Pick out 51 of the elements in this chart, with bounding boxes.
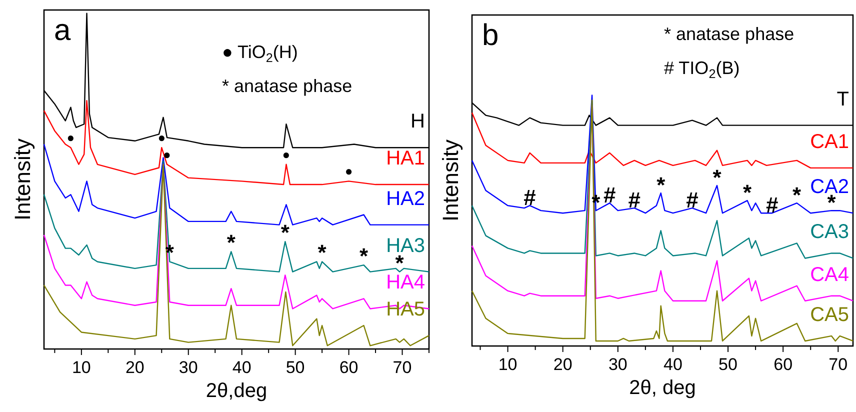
annotation: # — [604, 182, 616, 208]
annotation: * — [743, 180, 752, 206]
text: # TIO$_{2}$(B) — [664, 58, 740, 82]
x-tick-label: 70 — [392, 358, 412, 377]
series-label: CA3 — [810, 221, 849, 244]
annotation: * — [359, 244, 368, 269]
x-tick-label: 30 — [608, 355, 628, 374]
x-tick-label: 60 — [774, 355, 793, 374]
series-label: CA4 — [810, 264, 849, 286]
annotation: * anatase phase — [222, 76, 352, 96]
annotation: * — [656, 172, 666, 198]
x-tick-label: 30 — [178, 358, 198, 377]
annotation: # — [686, 188, 698, 213]
annotation: # — [766, 192, 778, 218]
annotation: ● — [344, 164, 353, 179]
chart-title: a — [54, 14, 71, 47]
annotation: # — [628, 188, 641, 213]
y-axis-title: Intensity — [10, 138, 35, 220]
x-tick-label: 60 — [339, 358, 358, 377]
series-label: H — [410, 110, 425, 133]
x-axis-title: 2θ,deg — [206, 380, 268, 402]
text: * anatase phase — [664, 24, 794, 44]
x-tick-label: 40 — [664, 355, 682, 374]
annotation: * — [712, 165, 722, 190]
annotation: * — [318, 240, 327, 266]
y-axis-title: Intensity — [438, 140, 463, 222]
x-tick-label: 20 — [125, 358, 144, 377]
annotation: ● TiO$_{2}$(H) — [222, 42, 298, 66]
annotation: * — [280, 220, 290, 246]
series-label: HA4 — [386, 272, 425, 294]
series-label: T — [836, 88, 849, 110]
series-label: CA1 — [810, 130, 849, 153]
annotation: # — [524, 185, 536, 210]
series-label: HA1 — [386, 148, 425, 170]
x-tick-label: 50 — [286, 358, 305, 377]
annotation: ● — [66, 130, 75, 146]
x-tick-label: 10 — [72, 358, 91, 377]
series-label: HA2 — [386, 188, 425, 210]
x-axis-title: 2θ, deg — [629, 377, 696, 399]
x-tick-label: 70 — [828, 355, 848, 374]
series-label: CA5 — [810, 304, 849, 326]
x-tick-label: 50 — [718, 355, 738, 374]
annotation: * — [792, 182, 802, 208]
x-tick-label: 20 — [553, 355, 572, 374]
x-tick-label: 40 — [232, 358, 252, 377]
x-tick-label: 10 — [498, 355, 518, 374]
annotation: ● — [163, 146, 171, 162]
annotation: * — [226, 230, 236, 256]
annotation: ● — [282, 146, 290, 162]
chart-title: b — [482, 19, 499, 52]
annotation: ● — [158, 130, 166, 146]
